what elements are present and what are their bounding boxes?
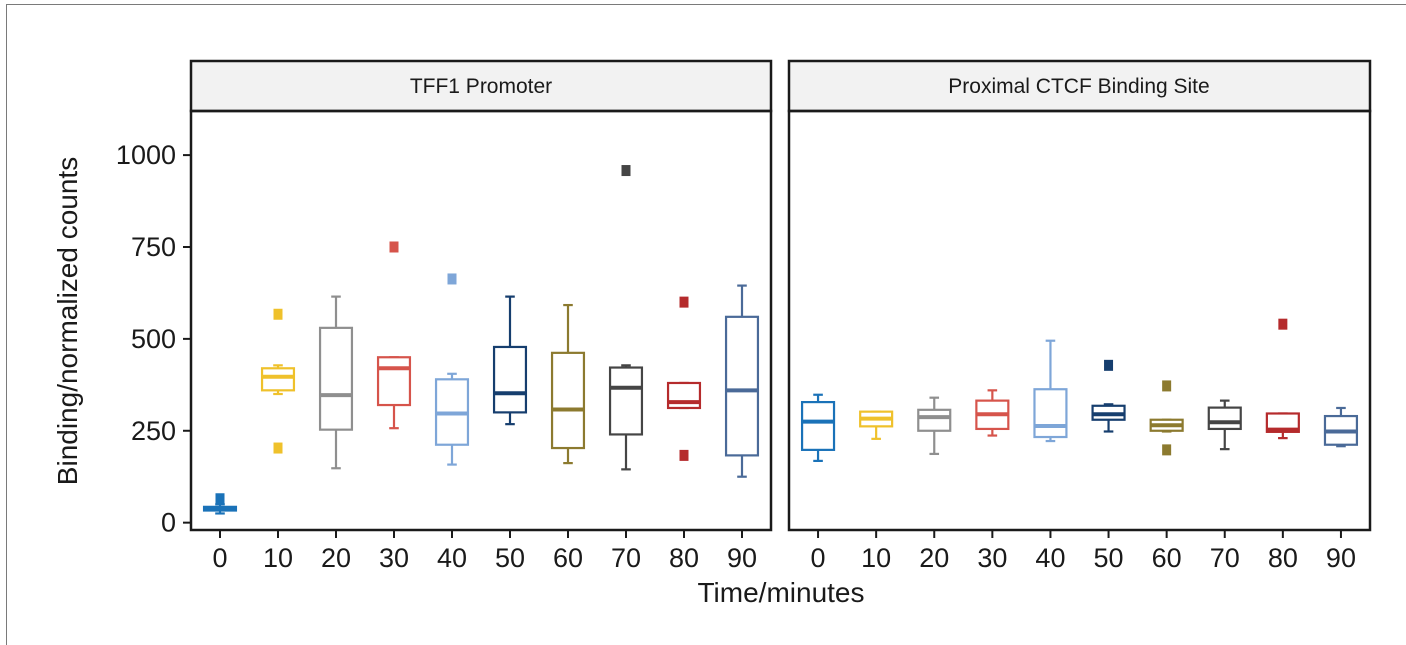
x-tick-label: 0 [811,543,826,573]
x-tick-label: 70 [1210,543,1240,573]
boxplot-marks [800,318,1359,463]
x-tick-label: 20 [321,543,351,573]
strip-background [787,59,1372,113]
outlier-point [1104,359,1114,371]
y-tick-label: 750 [131,232,176,262]
box-iqr [318,326,354,431]
outlier-point [273,308,283,320]
box-iqr [917,408,952,432]
panel-border [189,109,773,532]
x-tick-label: 60 [553,543,583,573]
outlier-point [1162,380,1172,392]
box-iqr [608,366,644,436]
x-tick-label: 50 [495,543,525,573]
x-tick-label: 80 [1268,543,1298,573]
box-iqr [376,356,412,407]
box-90 [724,284,760,478]
box-10 [859,410,894,440]
outlier-point [679,449,689,461]
figure-frame [6,4,1406,645]
x-tick-label: 40 [437,543,467,573]
x-tick-label: 30 [977,543,1007,573]
x-tick-label: 80 [669,543,699,573]
x-axis-title: Time/minutes [697,577,864,608]
y-axis: 0 250 500 750 1000 [116,140,191,538]
x-tick-label: 90 [1326,543,1356,573]
outlier-point [389,241,399,253]
panel-border [787,109,1372,532]
x-tick-label: 0 [212,543,227,573]
x-tick-label: 20 [919,543,949,573]
outlier-point [273,442,283,454]
outlier-point [447,273,457,285]
panel-proximal-ctcf: Proximal CTCF Binding Site 0 10 20 30 40 50 60… [787,59,1372,573]
box-40 [434,273,470,466]
box-60 [550,303,586,465]
boxplot-marks [202,165,760,515]
outlier-point [215,493,225,505]
box-iqr [1265,412,1300,433]
box-80 [1265,318,1300,440]
outlier-point [1278,318,1288,330]
y-tick-label: 0 [161,508,176,538]
outlier-point [679,296,689,308]
y-tick-label: 250 [131,416,176,446]
strip-background [189,59,773,113]
panel-title: Proximal CTCF Binding Site [948,75,1209,98]
panel-title: TFF1 Promoter [410,75,552,98]
box-30 [975,389,1010,437]
box-80 [666,296,702,461]
box-40 [1033,339,1068,443]
y-tick-label: 1000 [116,140,176,170]
box-0 [800,393,836,463]
box-iqr [724,315,760,457]
box-10 [260,308,296,454]
x-tick-label: 10 [263,543,293,573]
x-tick-label: 60 [1152,543,1182,573]
box-70 [1207,399,1242,451]
x-tick-label: 90 [727,543,757,573]
outlier-point [1162,444,1172,456]
x-tick-label: 50 [1094,543,1124,573]
box-90 [1323,406,1359,448]
outlier-point [621,165,631,177]
box-iqr [1033,388,1068,439]
y-axis-title: Binding/normalized counts [52,157,83,485]
box-iqr [492,345,528,414]
x-tick-label: 30 [379,543,409,573]
box-iqr [800,400,836,451]
box-iqr [666,381,702,410]
box-20 [318,295,354,470]
x-axis-ticks: 0 10 20 30 40 50 60 70 80 90 [212,530,757,573]
box-50 [492,295,528,426]
box-iqr [550,351,586,450]
x-tick-label: 70 [611,543,641,573]
box-20 [917,396,952,456]
box-60 [1149,380,1184,456]
x-tick-label: 10 [861,543,891,573]
panel-tff1-promoter: TFF1 Promoter 0 10 20 30 40 50 60 70 80 90 [189,59,773,573]
x-tick-label: 40 [1035,543,1065,573]
y-tick-label: 500 [131,324,176,354]
box-iqr [260,367,296,392]
box-50 [1091,359,1126,433]
box-0 [202,493,238,515]
box-iqr [1207,406,1242,431]
box-30 [376,241,412,430]
box-70 [608,165,644,471]
x-axis-ticks: 0 10 20 30 40 50 60 70 80 90 [811,530,1356,573]
